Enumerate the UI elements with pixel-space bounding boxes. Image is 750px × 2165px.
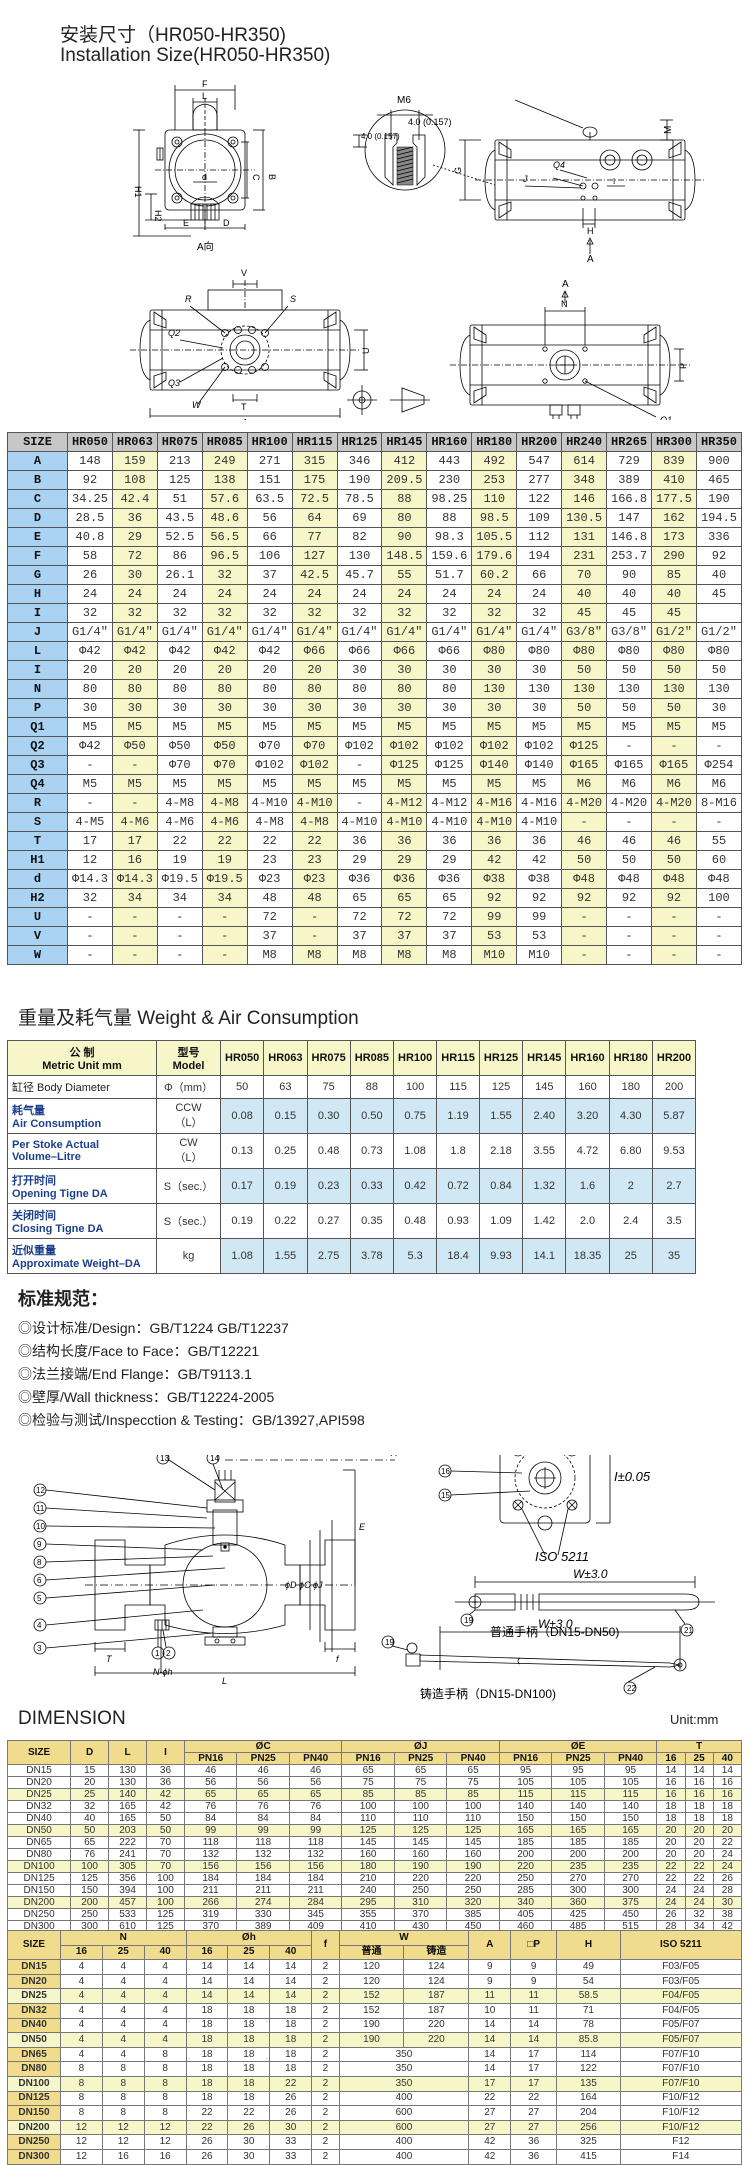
svg-text:U: U: [361, 348, 371, 355]
svg-text:15: 15: [441, 1491, 450, 1500]
svg-text:12: 12: [36, 1486, 45, 1495]
svg-text:A: A: [390, 1455, 397, 1458]
svg-text:M: M: [663, 126, 674, 134]
svg-text:14: 14: [210, 1455, 219, 1463]
svg-text:10: 10: [36, 1522, 45, 1531]
svg-text:16: 16: [441, 1467, 450, 1476]
svg-text:M6: M6: [397, 95, 411, 106]
svg-text:d: d: [202, 172, 207, 182]
svg-text:1: 1: [155, 1649, 160, 1658]
svg-text:6: 6: [37, 1576, 42, 1585]
svg-text:L: L: [222, 1676, 227, 1686]
svg-text:G: G: [453, 167, 463, 174]
svg-text:E: E: [183, 218, 189, 228]
svg-text:B: B: [267, 174, 277, 180]
svg-text:I±0.05: I±0.05: [614, 1469, 651, 1484]
svg-text:Q1: Q1: [660, 415, 672, 420]
svg-text:19: 19: [464, 1616, 473, 1625]
svg-text:22: 22: [627, 1684, 636, 1693]
svg-text:f: f: [336, 1654, 340, 1664]
svg-text:S: S: [290, 294, 296, 304]
svg-text:C: C: [251, 174, 261, 181]
svg-text:13: 13: [160, 1455, 169, 1463]
svg-text:A: A: [562, 279, 569, 290]
svg-text:H2: H2: [153, 210, 163, 222]
svg-text:4.0 (0.157): 4.0 (0.157): [408, 117, 452, 127]
svg-text:N: N: [561, 299, 568, 309]
svg-text:4: 4: [37, 1621, 42, 1630]
svg-text:A: A: [242, 418, 249, 420]
svg-text:F: F: [202, 80, 208, 89]
svg-text:Q2: Q2: [168, 328, 180, 338]
svg-text:T: T: [106, 1654, 113, 1664]
svg-text:I: I: [613, 177, 615, 186]
svg-text:D: D: [223, 218, 230, 228]
svg-text:11: 11: [36, 1504, 45, 1513]
svg-text:R: R: [185, 294, 192, 304]
svg-text:Q4: Q4: [553, 160, 565, 170]
svg-text:A向: A向: [197, 240, 214, 253]
svg-text:J: J: [522, 174, 528, 184]
svg-text:21: 21: [684, 1626, 693, 1635]
svg-text:2: 2: [166, 1649, 171, 1658]
svg-text:A: A: [587, 254, 594, 265]
svg-text:ϕD ϕC ϕJ: ϕD ϕC ϕJ: [285, 1580, 323, 1590]
svg-text:W±3.0: W±3.0: [573, 1567, 608, 1581]
svg-text:5: 5: [37, 1594, 42, 1603]
svg-text:L: L: [202, 91, 207, 101]
svg-text:19: 19: [385, 1638, 394, 1647]
svg-text:9: 9: [37, 1540, 42, 1549]
svg-text:8: 8: [37, 1558, 42, 1567]
svg-text:E: E: [359, 1522, 366, 1532]
svg-text:H: H: [587, 226, 594, 236]
svg-text:T: T: [241, 402, 247, 412]
svg-text:N-ϕh: N-ϕh: [153, 1667, 173, 1677]
svg-text:P: P: [678, 363, 688, 369]
svg-text:V: V: [241, 268, 247, 278]
svg-text:W: W: [192, 400, 202, 410]
svg-text:铸造手柄（DN15-DN100): 铸造手柄（DN15-DN100): [420, 1686, 556, 1701]
svg-text:4.0 (0.157): 4.0 (0.157): [361, 132, 400, 141]
svg-text:3: 3: [37, 1644, 42, 1653]
svg-text:H1: H1: [133, 186, 143, 198]
svg-text:Q3: Q3: [168, 378, 180, 388]
svg-text:W±3.0: W±3.0: [538, 1617, 573, 1631]
